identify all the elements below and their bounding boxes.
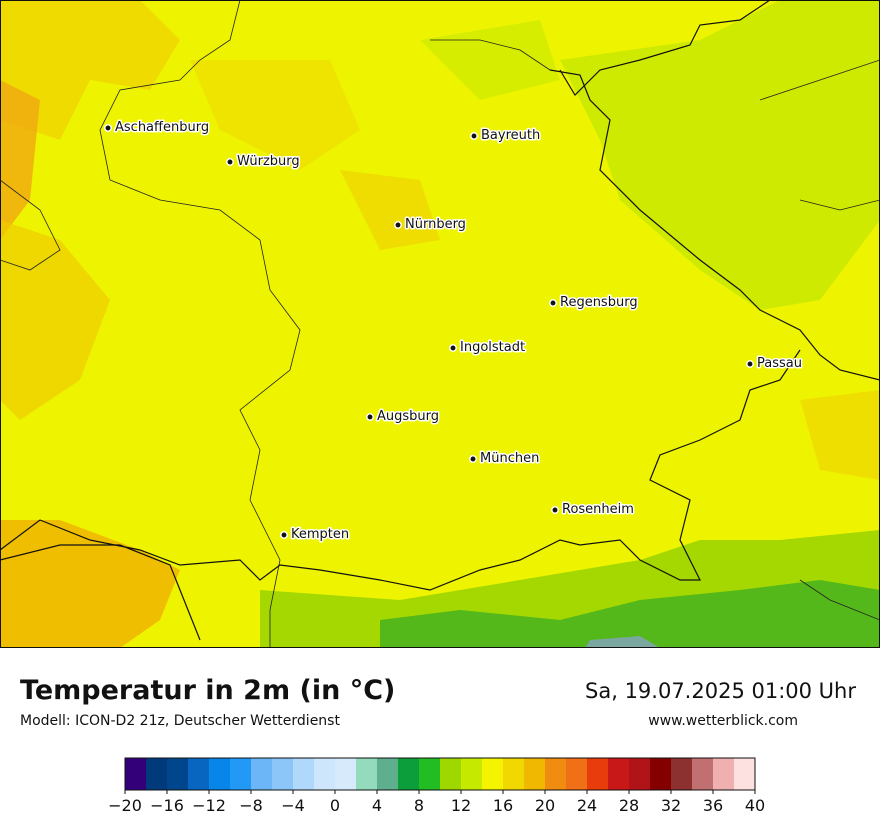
city-dot — [746, 360, 754, 368]
temp-area — [380, 580, 880, 648]
city-label: Rosenheim — [562, 502, 634, 517]
color-swatch — [482, 758, 504, 790]
color-swatch — [356, 758, 378, 790]
colorbar-tick-label: 28 — [619, 796, 639, 815]
color-swatch — [461, 758, 483, 790]
footer: Temperatur in 2m (in °C) Modell: ICON-D2… — [20, 675, 856, 729]
city-label: München — [480, 451, 539, 466]
color-swatch — [293, 758, 315, 790]
country-border — [0, 349, 801, 591]
color-swatch — [419, 758, 441, 790]
color-swatch — [230, 758, 252, 790]
colorbar-tick-label: 36 — [703, 796, 723, 815]
city-dot — [280, 531, 288, 539]
color-swatch — [524, 758, 546, 790]
state-border — [759, 59, 880, 101]
city-label: Kempten — [291, 527, 349, 542]
color-swatch — [734, 758, 756, 790]
colorbar-tick-label: 24 — [577, 796, 597, 815]
color-swatch — [692, 758, 714, 790]
color-swatch — [671, 758, 693, 790]
colorbar-tick-label: 12 — [451, 796, 471, 815]
website: www.wetterblick.com — [648, 713, 798, 729]
city-dot — [394, 221, 402, 229]
valid-time: Sa, 19.07.2025 01:00 Uhr — [585, 679, 856, 703]
color-swatch — [146, 758, 168, 790]
color-swatch — [545, 758, 567, 790]
temp-area — [560, 0, 880, 310]
city-dot — [449, 344, 457, 352]
colorbar-tick-label: 4 — [372, 796, 382, 815]
colorbar-tick-label: −12 — [192, 796, 226, 815]
temp-area — [585, 636, 660, 648]
color-swatch — [188, 758, 210, 790]
map-title: Temperatur in 2m (in °C) — [20, 675, 395, 706]
color-swatch — [398, 758, 420, 790]
color-swatch — [629, 758, 651, 790]
city-label: Nürnberg — [405, 217, 466, 232]
map — [0, 0, 880, 648]
country-border — [559, 0, 771, 96]
temp-area — [190, 60, 360, 170]
color-swatch — [272, 758, 294, 790]
colorbar-tick-label: 40 — [745, 796, 765, 815]
city-dot — [551, 506, 559, 514]
city-dot — [104, 124, 112, 132]
color-swatch — [587, 758, 609, 790]
color-swatch — [650, 758, 672, 790]
city-dot — [366, 413, 374, 421]
state-border — [99, 0, 301, 648]
city-dot — [549, 299, 557, 307]
city-dot — [226, 158, 234, 166]
city-label: Augsburg — [377, 409, 439, 424]
colorbar-tick-label: 0 — [330, 796, 340, 815]
color-swatch — [335, 758, 357, 790]
color-swatch — [209, 758, 231, 790]
city-label: Ingolstadt — [460, 340, 525, 355]
color-swatch — [377, 758, 399, 790]
color-swatch — [314, 758, 336, 790]
colorbar-frame — [124, 757, 756, 791]
city-label: Bayreuth — [481, 128, 540, 143]
colorbar-tick-label: 32 — [661, 796, 681, 815]
colorbar-tick-label: −20 — [108, 796, 142, 815]
color-swatch — [713, 758, 735, 790]
colorbar: −20 −16 −12 −8 −4 0 4 8 12 16 20 24 28 32 36 40 — [108, 757, 765, 815]
color-swatch — [125, 758, 147, 790]
color-swatch — [440, 758, 462, 790]
color-swatch — [251, 758, 273, 790]
temp-area — [0, 0, 180, 140]
country-border — [549, 69, 880, 381]
city-label: Aschaffenburg — [115, 120, 209, 135]
colorbar-tick-label: −4 — [281, 796, 305, 815]
city-label: Regensburg — [560, 295, 638, 310]
model-info: Modell: ICON-D2 21z, Deutscher Wetterdie… — [20, 713, 340, 729]
temp-area — [800, 390, 880, 480]
state-border — [0, 179, 61, 271]
colorbar-tick-label: −16 — [150, 796, 184, 815]
colorbar-tick-label: 20 — [535, 796, 555, 815]
country-border — [0, 544, 201, 641]
city-label: Passau — [757, 356, 802, 371]
state-border — [430, 39, 551, 71]
colorbar-tick-label: −8 — [239, 796, 263, 815]
state-border — [799, 199, 880, 621]
temp-area — [0, 220, 110, 420]
temp-area — [340, 170, 440, 250]
color-swatch — [608, 758, 630, 790]
city-label: Würzburg — [237, 154, 300, 169]
city-layer: Aschaffenburg Würzburg Bayreuth Nürnberg Reg… — [104, 119, 803, 544]
color-swatch — [167, 758, 189, 790]
city-dot — [469, 455, 477, 463]
colorbar-tick-label: 8 — [414, 796, 424, 815]
color-swatch — [503, 758, 525, 790]
colorbar-tick-label: 16 — [493, 796, 513, 815]
color-swatch — [566, 758, 588, 790]
city-dot — [470, 132, 478, 140]
temp-area — [0, 80, 40, 240]
temp-area — [0, 520, 180, 648]
